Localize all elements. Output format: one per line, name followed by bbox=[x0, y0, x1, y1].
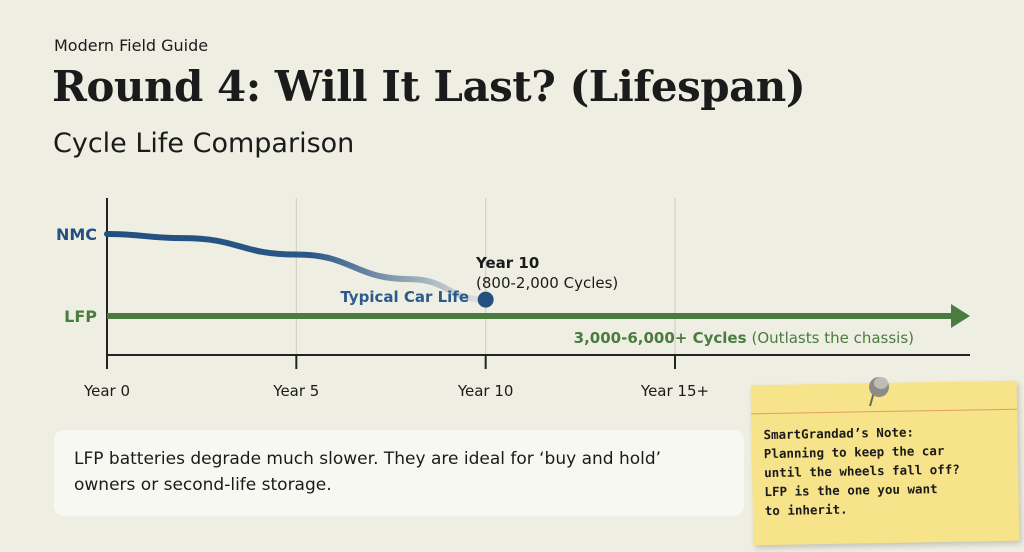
page-subtitle: Cycle Life Comparison bbox=[53, 128, 355, 159]
kicker: Modern Field Guide bbox=[54, 36, 209, 55]
nmc-annotation-label: Typical Car Life bbox=[340, 288, 469, 306]
x-tick-label: Year 15+ bbox=[640, 382, 709, 400]
nmc-series-line bbox=[104, 231, 489, 303]
note-rule bbox=[751, 408, 1018, 415]
lfp-annotation: 3,000-6,000+ Cycles (Outlasts the chassis… bbox=[574, 329, 914, 347]
series-label-nmc: NMC bbox=[56, 225, 97, 244]
lfp-annotation-bold: 3,000-6,000+ Cycles bbox=[574, 329, 747, 347]
note-line: to inherit. bbox=[764, 501, 848, 519]
lfp-annotation-detail: (Outlasts the chassis) bbox=[752, 329, 914, 347]
x-tick-label: Year 5 bbox=[272, 382, 319, 400]
x-tick-label: Year 0 bbox=[83, 382, 130, 400]
page-title: Round 4: Will It Last? (Lifespan) bbox=[52, 62, 806, 111]
lfp-arrowhead bbox=[951, 304, 970, 328]
pushpin-icon bbox=[869, 377, 889, 407]
info-callout: LFP batteries degrade much slower. They … bbox=[54, 430, 744, 516]
nmc-end-marker bbox=[477, 291, 494, 308]
nmc-end-title: Year 10 bbox=[475, 254, 539, 272]
series-label-lfp: LFP bbox=[64, 307, 97, 326]
x-tick-label: Year 10 bbox=[457, 382, 514, 400]
nmc-end-detail: (800-2,000 Cycles) bbox=[476, 274, 618, 292]
lifespan-chart: Year 0 Year 5 Year 10 Year 15+ NMC LFP Year … bbox=[56, 198, 970, 400]
